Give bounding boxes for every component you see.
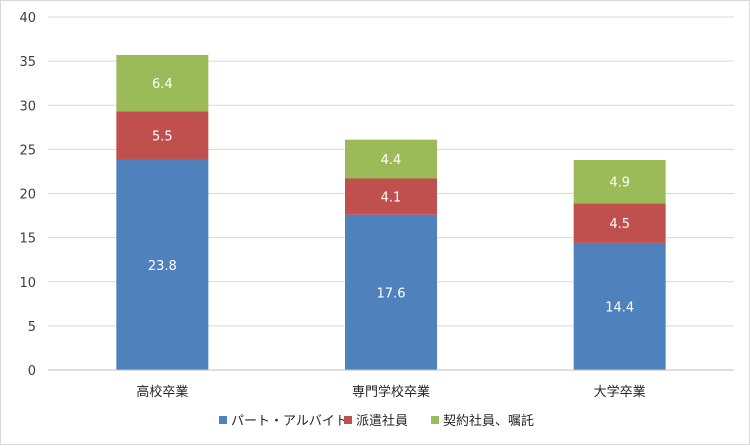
data-label: 4.5 xyxy=(609,217,630,232)
bar-segment xyxy=(345,178,437,215)
y-tick-label: 35 xyxy=(19,55,36,70)
legend-label: 派遣社員 xyxy=(356,413,408,429)
data-label: 5.5 xyxy=(152,130,173,145)
bar-segment xyxy=(573,203,666,243)
bar-segment xyxy=(345,139,437,179)
data-labels: 23.8 5.5 6.4 17.6 4.1 4.4 14.4 4.5 4.9 xyxy=(148,77,634,315)
data-label: 6.4 xyxy=(152,77,173,92)
data-label: 4.4 xyxy=(381,153,402,168)
bar-segment xyxy=(573,159,666,204)
bar-segment xyxy=(116,159,209,370)
bars xyxy=(116,54,666,370)
x-category-label: 大学卒業 xyxy=(594,384,646,400)
data-label: 4.1 xyxy=(381,191,402,206)
legend-label: パート・アルバイト xyxy=(231,414,348,429)
y-tick-label: 40 xyxy=(19,11,36,26)
bar-segment xyxy=(116,54,209,112)
x-category-label: 専門学校卒業 xyxy=(352,384,430,400)
y-tick-label: 5 xyxy=(28,320,36,335)
x-axis: 高校卒業 専門学校卒業 大学卒業 xyxy=(48,369,734,400)
bar-segment xyxy=(116,111,209,160)
legend-swatch xyxy=(344,416,352,424)
y-axis-ticks: 0 5 10 15 20 25 30 35 40 xyxy=(19,11,36,379)
y-tick-label: 25 xyxy=(19,143,36,158)
x-category-label: 高校卒業 xyxy=(136,384,188,400)
y-tick-label: 10 xyxy=(19,276,36,291)
bar-segment xyxy=(345,214,437,370)
bar-segment xyxy=(573,242,666,370)
data-label: 14.4 xyxy=(605,300,634,315)
data-label: 23.8 xyxy=(148,259,177,274)
data-label: 17.6 xyxy=(377,286,406,301)
y-tick-label: 15 xyxy=(19,232,36,247)
legend: パート・アルバイト 派遣社員 契約社員、嘱託 xyxy=(219,413,534,429)
data-label: 4.9 xyxy=(609,176,630,191)
legend-swatch xyxy=(219,416,227,424)
y-tick-label: 0 xyxy=(28,364,36,379)
y-tick-label: 30 xyxy=(19,99,36,114)
legend-swatch xyxy=(431,416,439,424)
legend-label: 契約社員、嘱託 xyxy=(443,413,534,429)
y-tick-label: 20 xyxy=(19,188,36,203)
